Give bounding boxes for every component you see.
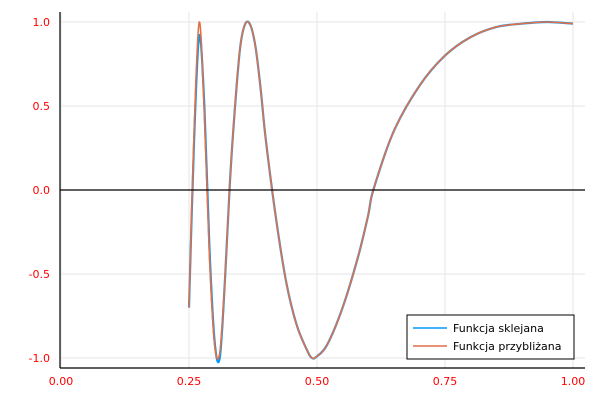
axes: [59, 12, 585, 369]
y-tick-label: 1.0: [33, 16, 51, 29]
legend-box: [406, 314, 575, 360]
y-tick-label: -0.5: [29, 268, 50, 281]
legend-label: Funkcja przybliżana: [453, 340, 562, 353]
x-tick-label: 0.75: [433, 375, 458, 388]
x-tick-label: 0.50: [305, 375, 330, 388]
legend-label: Funkcja sklejana: [453, 322, 544, 335]
series-line-1: [187, 20, 574, 364]
tick-labels: 0.00 0.25 0.50 0.75 1.00 1.0 0.5 0.0 -0.5 -1.0: [29, 16, 586, 388]
series-line-2: [188, 20, 574, 360]
series-layer: [187, 20, 574, 364]
y-tick-label: -1.0: [29, 352, 50, 365]
x-tick-label: 1.00: [561, 375, 586, 388]
x-tick-label: 0.00: [49, 375, 74, 388]
y-tick-label: 0.0: [33, 184, 51, 197]
legend: Funkcja sklejana Funkcja przybliżana: [406, 314, 575, 360]
x-tick-label: 0.25: [177, 375, 202, 388]
y-tick-label: 0.5: [33, 100, 51, 113]
